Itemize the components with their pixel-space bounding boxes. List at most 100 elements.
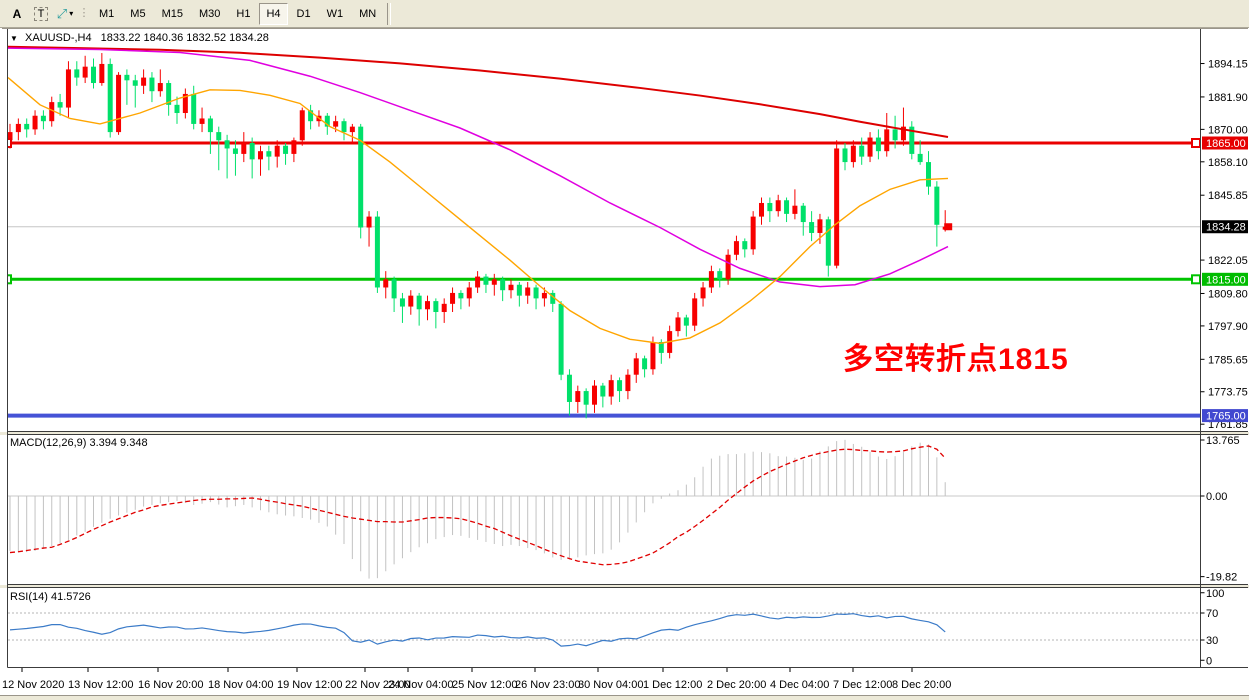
time-axis-label: 8 Dec 20:00 — [892, 679, 951, 691]
candle-body — [650, 341, 656, 370]
price-badge — [1202, 409, 1248, 423]
pivot-1815-handle[interactable] — [3, 274, 12, 285]
time-axis-label: 1 Dec 12:00 — [643, 679, 702, 691]
candle-body — [283, 145, 289, 154]
candle-body — [291, 140, 297, 154]
macd-signal-line — [9, 445, 946, 566]
price-badge-value: 1815.00 — [1206, 274, 1246, 286]
main-price-pane[interactable] — [2, 45, 1200, 419]
candle-body — [850, 145, 856, 163]
ma-mid-magenta — [8, 47, 949, 288]
candle-body — [700, 287, 706, 299]
candle-body — [900, 126, 906, 141]
candle-body — [842, 148, 848, 163]
candle-body — [683, 317, 689, 326]
timeframe-button-m30[interactable]: M30 — [198, 7, 221, 20]
candle-body — [91, 66, 96, 84]
time-axis-label: 19 Nov 12:00 — [277, 679, 342, 691]
chart-menu-triangle-icon[interactable]: ▼ — [10, 34, 18, 43]
price-axis-label: 1773.75 — [1208, 387, 1248, 399]
candle-body — [157, 83, 163, 92]
chart-text-annotation[interactable]: 多空转折点1815 — [843, 343, 1069, 376]
macd-scale-label: 13.765 — [1206, 435, 1240, 447]
candle-body — [708, 271, 714, 288]
timeframe-button-d1[interactable]: D1 — [296, 7, 311, 20]
candle-body — [692, 298, 698, 326]
time-axis-label: 16 Nov 20:00 — [138, 679, 203, 691]
time-axis-label: 26 Nov 23:00 — [515, 679, 580, 691]
price-badge-value: 1834.28 — [1206, 222, 1246, 234]
candle-body — [934, 186, 940, 225]
candle-body — [483, 276, 489, 285]
resistance-1865-handle[interactable] — [3, 138, 12, 148]
candle-body — [15, 123, 21, 133]
arrows-icon: ⤢ — [56, 5, 68, 21]
timeframe-button-h1[interactable]: H1 — [236, 7, 251, 20]
candle-body — [742, 241, 748, 250]
chart-canvas[interactable]: 1894.15 1881.90 1870.00 1858.10 1845.85 1822.… — [0, 28, 1249, 700]
candle-body — [274, 145, 280, 157]
price-axis-label: 1785.65 — [1208, 354, 1248, 366]
timeframe-button-m15[interactable]: M15 — [161, 7, 183, 20]
timeframe-button-mn[interactable]: MN — [359, 7, 377, 20]
candle-body — [575, 391, 581, 402]
candle-body — [775, 200, 781, 212]
toolbar-grip-handle[interactable]: ⋮ — [78, 7, 90, 19]
macd-pane[interactable] — [8, 439, 1200, 579]
annotation-text-tool-button[interactable]: A — [12, 6, 22, 21]
timeframe-button-w1[interactable]: W1 — [326, 7, 344, 20]
candle-body — [583, 391, 589, 405]
chart-symbol-period: XAUUSD-,H4 — [24, 32, 92, 44]
candle-body — [358, 126, 364, 228]
ma-fast-orange — [8, 77, 949, 345]
price-axis-label: 1870.00 — [1208, 124, 1248, 136]
candle-body — [224, 140, 230, 149]
candle-body — [374, 216, 380, 288]
price-badge-value: 1765.00 — [1206, 411, 1246, 423]
timeframe-button-h4[interactable]: H4 — [259, 2, 288, 25]
candle-body — [416, 295, 422, 310]
candle-body — [32, 115, 38, 130]
candle-body — [792, 205, 798, 214]
timeframe-button-m5[interactable]: M5 — [130, 7, 146, 20]
time-axis-label: 2 Dec 20:00 — [707, 679, 766, 691]
candle-body — [57, 102, 63, 108]
candle-body — [508, 284, 514, 291]
candle-body — [859, 145, 865, 157]
candle-body — [65, 69, 71, 108]
candle-body — [566, 374, 572, 402]
candle-body — [875, 137, 881, 152]
pivot-1815-handle[interactable] — [1191, 274, 1200, 285]
candle-body — [116, 74, 122, 133]
rsi-line — [9, 613, 946, 647]
candle-body — [333, 121, 339, 127]
price-badge — [1202, 136, 1248, 150]
time-axis-label: 13 Nov 12:00 — [68, 679, 133, 691]
candle-body — [24, 123, 30, 130]
price-axis-label: 1797.90 — [1208, 321, 1248, 333]
price-axis-label: 1845.85 — [1208, 190, 1248, 202]
candle-body — [926, 162, 931, 187]
macd-scale-label: 0.00 — [1206, 491, 1227, 503]
candle-body — [141, 77, 147, 86]
pane-splitter[interactable] — [0, 585, 1249, 588]
candle-body — [132, 80, 138, 86]
shapes-tool-button[interactable]: ⤢ ▾ — [54, 3, 76, 25]
candle-body — [475, 276, 481, 288]
candle-body — [617, 380, 623, 392]
candle-body — [466, 287, 472, 299]
timeframe-button-m1[interactable]: M1 — [99, 7, 115, 20]
rsi-scale-label: 0 — [1206, 655, 1212, 667]
candle-body — [658, 341, 664, 353]
candle-body — [642, 358, 648, 370]
rsi-pane[interactable] — [8, 612, 1200, 647]
rsi-scale-label: 70 — [1206, 608, 1218, 620]
candle-body — [592, 385, 597, 405]
window-bottom-edge — [0, 696, 1249, 700]
time-axis-label: 30 Nov 04:00 — [578, 679, 643, 691]
text-label-tool-button[interactable]: T — [30, 3, 52, 25]
resistance-1865-handle[interactable] — [1191, 138, 1200, 148]
pane-splitter[interactable] — [0, 432, 1249, 435]
macd-indicator-label: MACD(12,26,9) 3.394 9.348 — [10, 437, 148, 449]
price-badge — [1202, 272, 1248, 286]
